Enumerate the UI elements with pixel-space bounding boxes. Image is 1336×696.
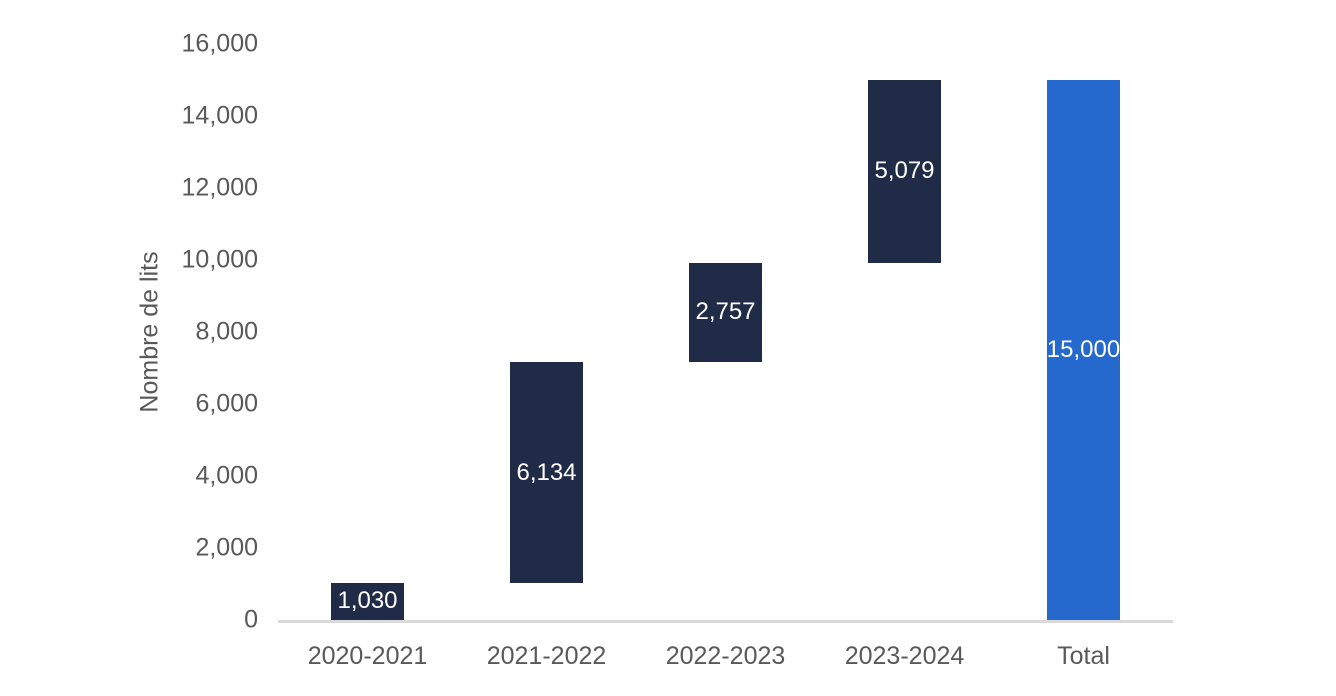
y-tick-label: 14,000: [181, 101, 258, 130]
y-tick-label: 6,000: [195, 389, 258, 418]
y-tick-label: 8,000: [195, 317, 258, 346]
y-tick-label: 2,000: [195, 533, 258, 562]
x-tick-label: 2021-2022: [486, 642, 607, 670]
bar-data-label: 15,000: [1046, 336, 1121, 363]
x-tick-label: 2022-2023: [665, 642, 786, 670]
y-axis-tick-labels: 0 2,000 4,000 6,000 8,000 10,000 12,000 14,000 1…: [0, 0, 258, 696]
increment-bar[interactable]: [689, 262, 762, 363]
y-tick-label: 16,000: [181, 29, 258, 58]
y-tick-label: 12,000: [181, 173, 258, 202]
total-bar[interactable]: [1047, 80, 1120, 620]
bar-data-label: 5,079: [874, 157, 935, 185]
increment-bar[interactable]: [510, 362, 583, 583]
x-axis-line: [278, 620, 1173, 623]
bar-data-label: 2,757: [695, 298, 756, 326]
x-tick-label: Total: [1057, 642, 1110, 670]
bar-data-label: 6,134: [516, 458, 577, 486]
x-tick-label: 2020-2021: [307, 642, 428, 670]
y-tick-label: 10,000: [181, 245, 258, 274]
increment-bar[interactable]: [331, 582, 404, 620]
y-tick-label: 0: [244, 605, 258, 634]
x-tick-label: 2023-2024: [844, 642, 965, 670]
bar-data-label: 1,030: [337, 587, 398, 615]
y-tick-label: 4,000: [195, 461, 258, 490]
increment-bar[interactable]: [868, 80, 941, 263]
